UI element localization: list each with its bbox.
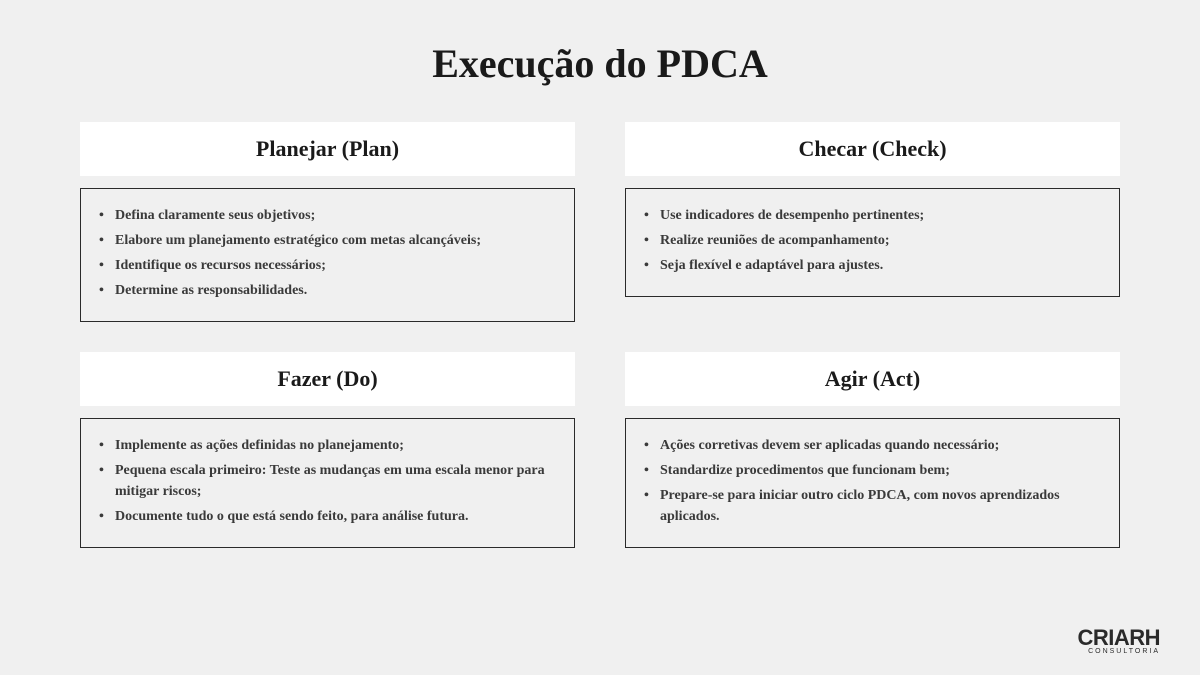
section-check-body: Use indicadores de desempenho pertinente… [625, 188, 1120, 297]
section-act-header: Agir (Act) [625, 352, 1120, 406]
section-check: Checar (Check) Use indicadores de desemp… [625, 122, 1120, 322]
list-item: Seja flexível e adaptável para ajustes. [660, 255, 1099, 276]
list-item: Determine as responsabilidades. [115, 280, 554, 301]
section-plan-body: Defina claramente seus objetivos; Elabor… [80, 188, 575, 322]
list-item: Implemente as ações definidas no planeja… [115, 435, 554, 456]
section-act-body: Ações corretivas devem ser aplicadas qua… [625, 418, 1120, 548]
list-item: Identifique os recursos necessários; [115, 255, 554, 276]
list-item: Prepare-se para iniciar outro ciclo PDCA… [660, 485, 1099, 527]
page-title: Execução do PDCA [80, 40, 1120, 87]
list-item: Realize reuniões de acompanhamento; [660, 230, 1099, 251]
section-act: Agir (Act) Ações corretivas devem ser ap… [625, 352, 1120, 548]
section-check-header: Checar (Check) [625, 122, 1120, 176]
logo-sub-text: CONSULTORIA [1077, 648, 1160, 655]
list-item: Standardize procedimentos que funcionam … [660, 460, 1099, 481]
section-do: Fazer (Do) Implemente as ações definidas… [80, 352, 575, 548]
brand-logo: CRIARH CONSULTORIA [1077, 628, 1160, 655]
section-do-header: Fazer (Do) [80, 352, 575, 406]
section-plan: Planejar (Plan) Defina claramente seus o… [80, 122, 575, 322]
logo-main-text: CRIARH [1077, 628, 1160, 648]
pdca-grid: Planejar (Plan) Defina claramente seus o… [80, 122, 1120, 548]
list-item: Elabore um planejamento estratégico com … [115, 230, 554, 251]
list-item: Defina claramente seus objetivos; [115, 205, 554, 226]
section-do-body: Implemente as ações definidas no planeja… [80, 418, 575, 548]
list-item: Documente tudo o que está sendo feito, p… [115, 506, 554, 527]
list-item: Ações corretivas devem ser aplicadas qua… [660, 435, 1099, 456]
list-item: Pequena escala primeiro: Teste as mudanç… [115, 460, 554, 502]
section-plan-header: Planejar (Plan) [80, 122, 575, 176]
list-item: Use indicadores de desempenho pertinente… [660, 205, 1099, 226]
